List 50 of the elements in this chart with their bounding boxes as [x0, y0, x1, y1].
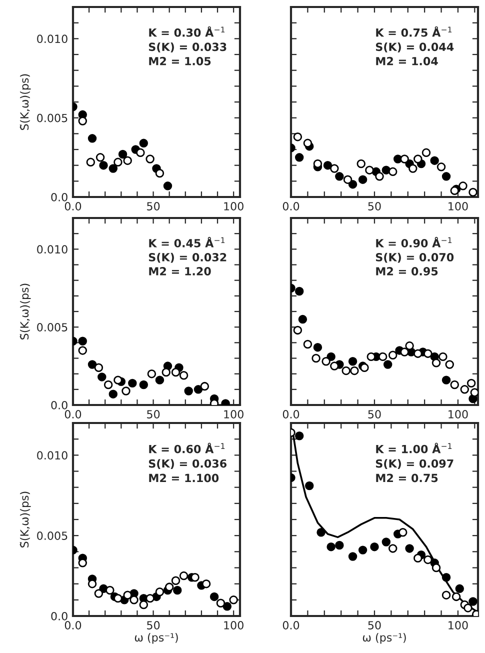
annotation: M2 = 1.20 — [149, 267, 211, 276]
y-tick-label: 0.0 — [51, 612, 68, 620]
annotation: S(K) = 0.032 — [148, 252, 226, 263]
y-tick-label: 0.010 — [37, 34, 68, 44]
annotation: K = 0.90 Å$^{−1}$ — [376, 236, 452, 248]
y-tick-label: 0.0 — [51, 400, 68, 410]
y-axis-title: S̃(K,ω)(ps) — [20, 74, 31, 130]
x-tick-label: 50 — [368, 410, 381, 418]
y-tick-label: 0.010 — [37, 245, 68, 254]
x-tick-label: 0.0 — [282, 202, 300, 210]
y-tick-label: 0.005 — [37, 114, 68, 122]
annotation: K = 0.30 Å$^{−1}$ — [149, 26, 225, 37]
annotation: S(K) = 0.033 — [148, 42, 226, 52]
y-tick-label: 0.0 — [51, 192, 68, 202]
x-tick-label: 0.0 — [282, 621, 300, 630]
x-tick-label: 50 — [147, 410, 160, 418]
annotation: S(K) = 0.044 — [376, 42, 454, 52]
y-axis-title: S̃(K,ω)(ps) — [20, 284, 31, 340]
x-axis-title: ω (ps⁻¹) — [134, 633, 178, 644]
x-tick-label: 100 — [448, 621, 468, 630]
x-tick-label: 0.0 — [282, 410, 300, 418]
x-tick-label: 100 — [224, 410, 244, 418]
x-tick-label: 50 — [147, 202, 160, 210]
x-tick-label: 100 — [448, 202, 468, 210]
annotation: K = 0.45 Å$^{−1}$ — [149, 236, 225, 248]
annotation: K = 0.60 Å$^{−1}$ — [149, 442, 225, 454]
y-tick-label: 0.010 — [37, 451, 68, 460]
annotation: S(K) = 0.097 — [376, 459, 454, 470]
annotation: M2 = 0.95 — [376, 267, 438, 276]
annotation: S(K) = 0.036 — [148, 459, 227, 470]
x-tick-label: 100 — [224, 202, 244, 210]
x-tick-label: 100 — [448, 410, 468, 418]
x-tick-label: 0.0 — [64, 621, 82, 630]
x-tick-label: 50 — [368, 202, 381, 210]
x-tick-label: 50 — [368, 621, 381, 630]
annotation: M2 = 1.100 — [149, 474, 219, 482]
annotation: M2 = 0.75 — [376, 474, 438, 482]
x-tick-label: 100 — [224, 621, 244, 630]
annotation: M2 = 1.04 — [376, 56, 438, 66]
annotation: M2 = 1.05 — [149, 56, 211, 66]
annotation: K = 0.75 Å$^{−1}$ — [376, 26, 452, 37]
y-tick-label: 0.005 — [37, 323, 68, 332]
y-tick-label: 0.005 — [37, 532, 68, 540]
annotation: S(K) = 0.070 — [376, 252, 454, 263]
x-axis-title: ω (ps⁻¹) — [362, 633, 406, 644]
x-tick-label: 50 — [147, 621, 160, 630]
x-tick-label: 0.0 — [64, 410, 82, 418]
y-axis-title: S̃(K,ω)(ps) — [20, 492, 31, 548]
annotation: K = 1.00 Å$^{−1}$ — [376, 442, 452, 454]
x-tick-label: 0.0 — [64, 202, 82, 210]
